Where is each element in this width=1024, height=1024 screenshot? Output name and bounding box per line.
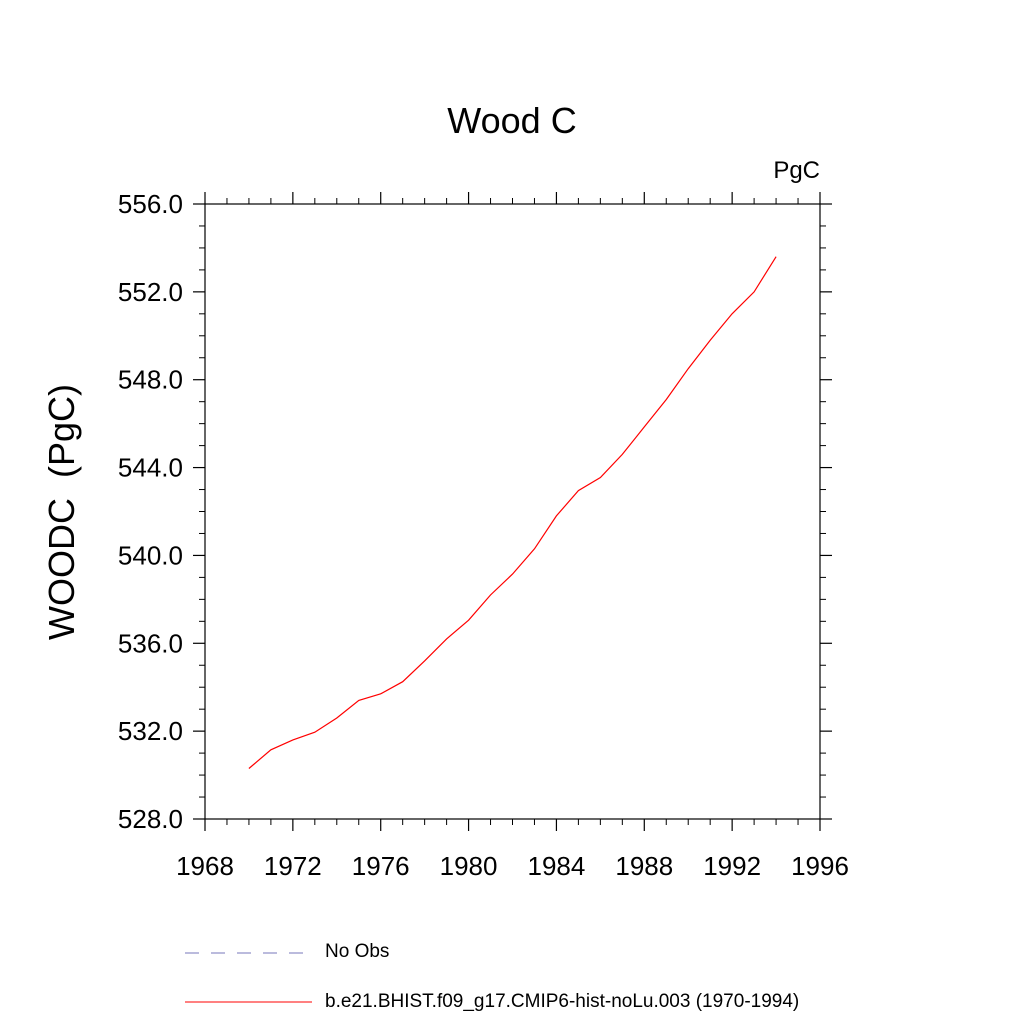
y-tick-label: 528.0	[118, 804, 183, 834]
x-tick-label: 1980	[440, 851, 498, 881]
y-tick-label: 548.0	[118, 365, 183, 395]
plot-frame	[204, 203, 821, 820]
legend	[185, 952, 312, 1003]
y-tick-label: 540.0	[118, 540, 183, 570]
x-tick-label: 1972	[264, 851, 322, 881]
units-label: PgC	[773, 157, 820, 184]
y-tick-label: 556.0	[118, 189, 183, 219]
x-tick-label: 1984	[528, 851, 586, 881]
y-tick-label: 532.0	[118, 716, 183, 746]
chart-title: Wood C	[447, 100, 577, 141]
data-series	[248, 256, 777, 769]
legend-label-no-obs: No Obs	[325, 941, 390, 962]
axes	[204, 203, 821, 820]
x-tick-label: 1992	[703, 851, 761, 881]
series-line-wood-c	[248, 256, 777, 769]
axis-ticks	[193, 192, 832, 831]
tick-labels: 1968 1972 1976 1980 1984 1988 1992 1996 528.0 532…	[118, 189, 849, 881]
x-tick-label: 1968	[176, 851, 234, 881]
x-tick-label: 1988	[615, 851, 673, 881]
legend-label-model-run: b.e21.BHIST.f09_g17.CMIP6-hist-noLu.003 …	[325, 991, 800, 1012]
y-tick-label: 544.0	[118, 453, 183, 483]
y-tick-label: 536.0	[118, 628, 183, 658]
y-tick-label: 552.0	[118, 277, 183, 307]
x-tick-label: 1996	[791, 851, 849, 881]
x-tick-label: 1976	[352, 851, 410, 881]
